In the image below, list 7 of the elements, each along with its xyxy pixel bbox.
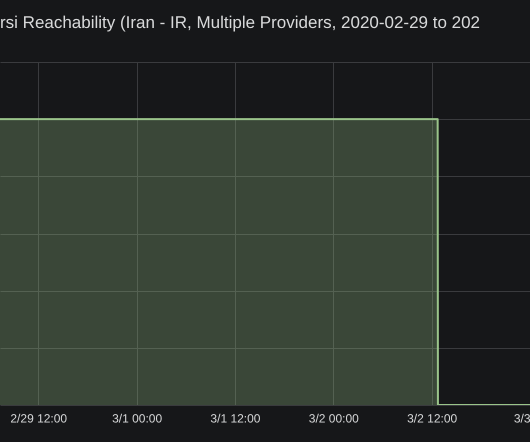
x-tick-label: 3/3 [514, 412, 530, 426]
x-tick-label: 2/29 12:00 [10, 412, 68, 426]
chart-title: rsi Reachability (Iran - IR, Multiple Providers, 2020-02-29 to 202 [0, 13, 480, 32]
x-tick-label: 3/1 12:00 [210, 412, 261, 426]
x-tick-label: 3/1 00:00 [112, 412, 162, 426]
x-tick-label: 3/2 00:00 [308, 412, 360, 426]
x-tick-label: 3/2 12:00 [407, 412, 458, 426]
